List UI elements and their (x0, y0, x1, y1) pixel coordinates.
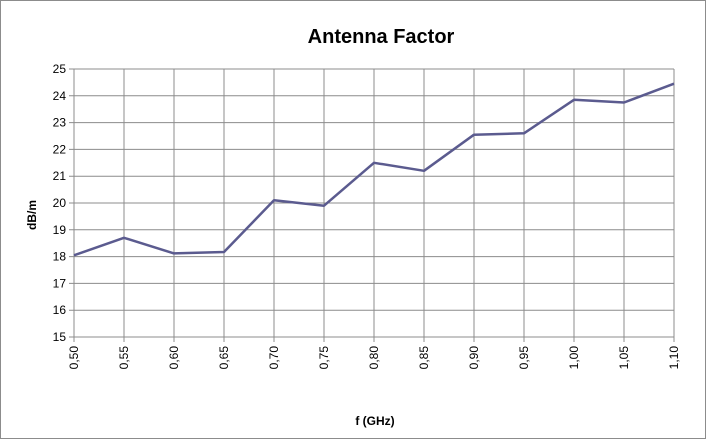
x-tick-label: 0,85 (417, 346, 431, 370)
x-tick-label: 0,65 (217, 346, 231, 370)
x-tick-label: 0,95 (517, 346, 531, 370)
y-tick-label: 15 (53, 330, 67, 344)
y-tick-label: 24 (53, 89, 67, 103)
x-tick-label: 1,05 (617, 346, 631, 370)
x-tick-label: 0,90 (467, 346, 481, 370)
y-tick-label: 25 (53, 62, 67, 76)
x-tick-label: 0,80 (367, 346, 381, 370)
x-axis-ticks: 0,50 0,55 0,60 0,65 0,70 0,75 0,80 0,85 0,90 0,95… (67, 346, 681, 370)
y-tick-label: 16 (53, 303, 67, 317)
y-tick-label: 22 (53, 142, 67, 156)
x-axis-label: f (GHz) (355, 414, 394, 428)
grid-lines (69, 68, 675, 342)
x-tick-label: 0,55 (117, 346, 131, 370)
y-axis-label: dB/m (25, 200, 39, 230)
y-tick-label: 19 (53, 223, 67, 237)
x-tick-label: 1,00 (567, 346, 581, 370)
chart-title: Antenna Factor (308, 26, 455, 48)
y-tick-label: 23 (53, 116, 67, 130)
y-axis-ticks: 15 16 17 18 19 20 21 22 23 24 25 (53, 62, 67, 344)
y-tick-label: 17 (53, 276, 67, 290)
y-tick-label: 20 (53, 196, 67, 210)
x-tick-label: 0,75 (317, 346, 331, 370)
x-tick-label: 0,70 (267, 346, 281, 370)
x-tick-label: 1,10 (667, 346, 681, 370)
y-tick-label: 21 (53, 169, 67, 183)
x-tick-label: 0,60 (167, 346, 181, 370)
y-tick-label: 18 (53, 250, 67, 264)
series-group (73, 82, 675, 257)
series-line (73, 82, 675, 257)
x-tick-label: 0,50 (67, 346, 81, 370)
